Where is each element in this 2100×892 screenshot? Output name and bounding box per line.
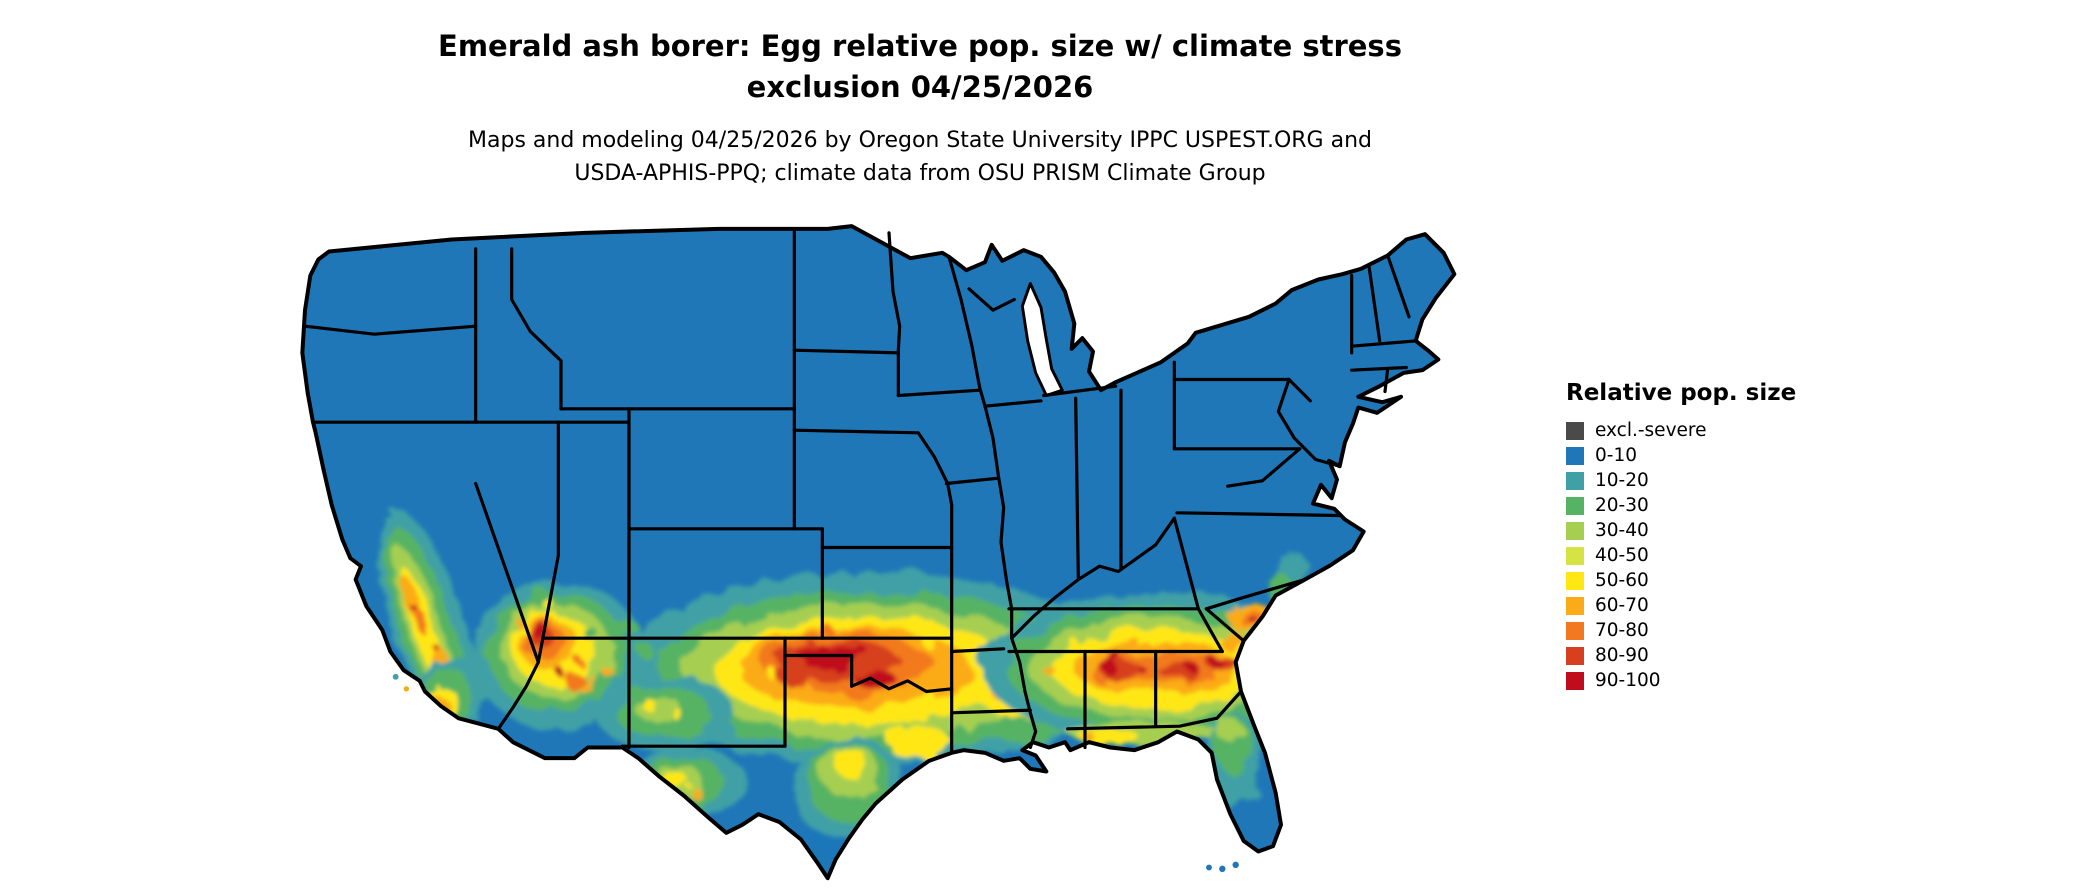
legend: Relative pop. size excl.-severe 0-10 10-…: [1566, 380, 1816, 693]
legend-item-label: 50-60: [1595, 570, 1649, 591]
legend-item-label: 90-100: [1595, 670, 1661, 691]
legend-item: 50-60: [1566, 568, 1816, 593]
legend-item-label: 10-20: [1595, 470, 1649, 491]
state-borders: [303, 227, 1419, 755]
map-subtitle-line2: USDA-APHIS-PPQ; climate data from OSU PR…: [574, 161, 1266, 186]
legend-swatch: [1566, 496, 1584, 515]
legend-item-label: 0-10: [1595, 445, 1637, 466]
florida-keys: [1206, 861, 1239, 873]
legend-item-label: 60-70: [1595, 595, 1649, 616]
legend-item: 80-90: [1566, 643, 1816, 668]
legend-swatch: [1566, 571, 1584, 590]
legend-item: 20-30: [1566, 493, 1816, 518]
legend-item: 40-50: [1566, 543, 1816, 568]
legend-swatch: [1566, 646, 1584, 665]
legend-swatch: [1566, 421, 1584, 440]
map-title: Emerald ash borer: Egg relative pop. siz…: [0, 26, 1840, 108]
legend-title: Relative pop. size: [1566, 380, 1797, 406]
legend-swatch: [1566, 521, 1584, 540]
legend-item: 10-20: [1566, 468, 1816, 493]
legend-item-label: 80-90: [1595, 645, 1649, 666]
legend-item-label: 40-50: [1595, 545, 1649, 566]
legend-swatch: [1566, 671, 1584, 690]
legend-item-label: 30-40: [1595, 520, 1649, 541]
legend-swatch: [1566, 446, 1584, 465]
heat-raster-layer: [302, 226, 1455, 879]
legend-swatch: [1566, 471, 1584, 490]
legend-swatch: [1566, 596, 1584, 615]
legend-swatch: [1566, 621, 1584, 640]
legend-swatch: [1566, 546, 1584, 565]
legend-item: 0-10: [1566, 443, 1816, 468]
legend-item: 60-70: [1566, 593, 1816, 618]
map-subtitle-line1: Maps and modeling 04/25/2026 by Oregon S…: [468, 128, 1372, 153]
channel-islands: [392, 673, 409, 692]
legend-item-label: excl.-severe: [1595, 420, 1707, 441]
legend-item: excl.-severe: [1566, 418, 1816, 443]
legend-item-label: 70-80: [1595, 620, 1649, 641]
legend-item: 70-80: [1566, 618, 1816, 643]
us-choropleth-map: [300, 224, 1457, 881]
legend-item: 30-40: [1566, 518, 1816, 543]
legend-item-label: 20-30: [1595, 495, 1649, 516]
map-title-line1: Emerald ash borer: Egg relative pop. siz…: [438, 29, 1402, 63]
map-subtitle: Maps and modeling 04/25/2026 by Oregon S…: [0, 124, 1840, 190]
legend-item: 90-100: [1566, 668, 1816, 693]
map-title-line2: exclusion 04/25/2026: [746, 70, 1094, 104]
us-outline: [300, 224, 1457, 881]
